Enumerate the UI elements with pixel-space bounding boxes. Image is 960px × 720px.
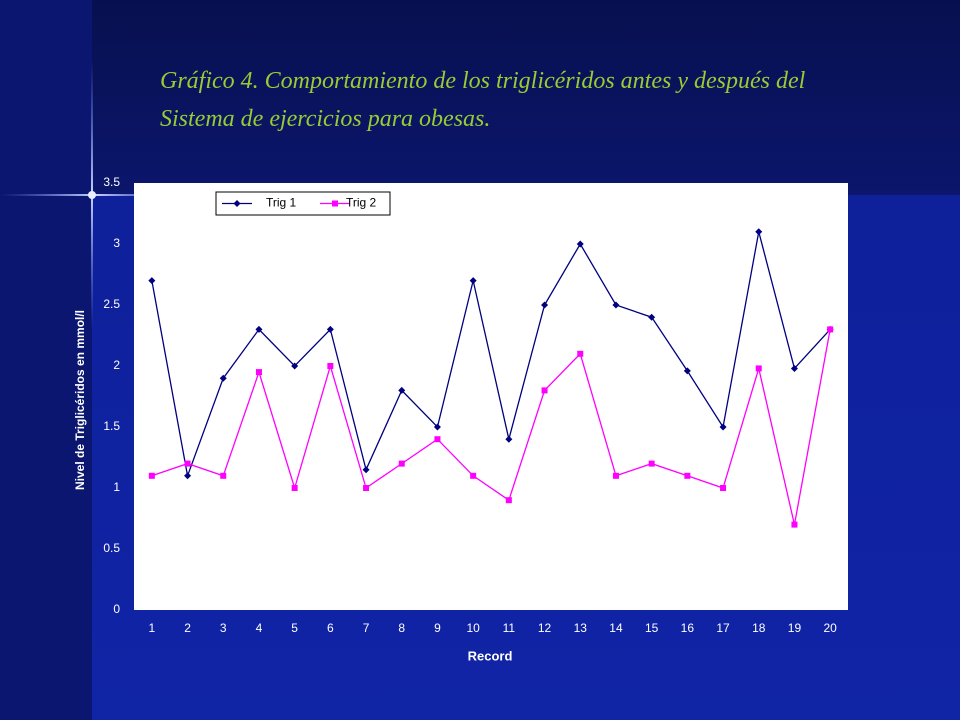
x-tick-label: 11 [503,621,516,635]
marker [255,369,262,376]
x-tick-label: 1 [149,621,156,635]
marker [433,423,441,431]
legend-marker [233,200,241,207]
marker [398,460,405,467]
marker [255,325,263,333]
chart-title: Sistema de ejercicios para obesas. [160,106,490,132]
marker [470,472,477,479]
marker [541,387,548,394]
marker [577,350,584,357]
marker [720,485,727,491]
x-tick-label: 19 [788,621,802,635]
x-tick-label: 9 [434,621,441,635]
x-tick-label: 20 [823,621,837,635]
y-axis-label: Nivel de Triglicéridos en mmol/l [73,310,87,490]
x-tick-label: 2 [184,621,191,635]
x-tick-label: 14 [609,621,623,635]
x-tick-label: 16 [681,621,695,635]
legend-box [215,191,391,216]
x-tick-label: 17 [716,621,730,635]
marker [327,363,334,369]
series-line [151,231,831,479]
x-tick-label: 10 [466,621,480,635]
marker [755,228,763,236]
marker [612,472,619,479]
y-tick-label: 3.5 [103,175,120,189]
marker [184,472,192,480]
marker [648,313,656,321]
marker [148,472,155,479]
marker [648,460,655,467]
marker [184,460,191,467]
x-tick-label: 12 [538,621,552,635]
marker [469,277,477,285]
x-tick-label: 7 [363,621,370,635]
marker [790,364,798,372]
marker [683,367,691,375]
marker [541,301,549,309]
marker [219,374,227,382]
marker [505,497,512,504]
marker [363,485,370,491]
y-tick-label: 0.5 [103,541,120,555]
marker [505,435,513,443]
marker [827,326,834,333]
marker [719,423,727,431]
marker [291,362,299,370]
y-tick-label: 1.5 [103,419,120,433]
series-line [151,329,831,525]
legend-label: Trig 1 [266,196,297,210]
legend-label: Trig 2 [346,196,377,210]
marker [434,436,441,443]
marker [326,325,334,333]
marker [576,240,584,248]
x-tick-label: 3 [220,621,227,635]
marker [362,466,370,474]
x-tick-label: 13 [574,621,588,635]
plot-area [134,183,848,610]
x-tick-label: 6 [327,621,334,635]
marker [398,386,406,394]
x-tick-label: 5 [291,621,298,635]
marker [612,301,620,309]
y-tick-label: 2 [113,358,120,372]
x-axis-label: Record [468,648,513,663]
decor-star [88,191,96,199]
marker [755,365,762,372]
left-strip [0,0,92,720]
marker [791,521,798,528]
x-tick-label: 18 [752,621,766,635]
legend-marker [332,200,338,207]
marker [684,472,691,479]
y-tick-label: 2.5 [103,297,120,311]
x-tick-label: 15 [645,621,659,635]
top-band [92,0,960,195]
x-tick-label: 8 [398,621,405,635]
marker [148,277,156,285]
y-tick-label: 3 [113,236,120,250]
y-tick-label: 0 [113,602,120,616]
marker [291,485,298,491]
x-tick-label: 4 [256,621,263,635]
marker [220,472,227,479]
y-tick-label: 1 [113,480,120,494]
chart-title: Gráfico 4. Comportamiento de los triglic… [160,68,806,94]
